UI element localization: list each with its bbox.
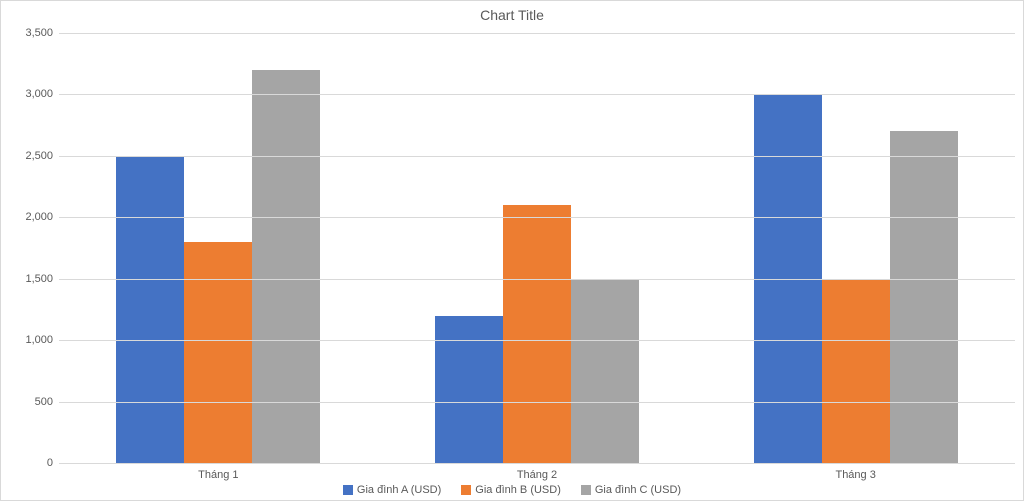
grid-line bbox=[59, 279, 1015, 280]
chart-title: Chart Title bbox=[1, 7, 1023, 23]
legend-label: Gia đình A (USD) bbox=[357, 484, 441, 496]
bar bbox=[116, 156, 184, 463]
bar bbox=[890, 131, 958, 463]
x-tick-label: Tháng 1 bbox=[198, 469, 238, 481]
bar bbox=[571, 279, 639, 463]
bar bbox=[252, 70, 320, 463]
grid-line bbox=[59, 402, 1015, 403]
bar bbox=[435, 316, 503, 463]
bars-layer bbox=[59, 33, 1015, 463]
legend: Gia đình A (USD) Gia đình B (USD) Gia đình… bbox=[1, 484, 1023, 496]
grid-line bbox=[59, 340, 1015, 341]
y-tick-label: 1,000 bbox=[13, 334, 53, 346]
y-tick-label: 2,500 bbox=[13, 150, 53, 162]
legend-item: Gia đình C (USD) bbox=[581, 484, 681, 496]
legend-label: Gia đình C (USD) bbox=[595, 484, 681, 496]
bar bbox=[184, 242, 252, 463]
y-tick-label: 1,500 bbox=[13, 273, 53, 285]
grid-line bbox=[59, 94, 1015, 95]
y-tick-label: 500 bbox=[13, 396, 53, 408]
x-tick-label: Tháng 3 bbox=[835, 469, 875, 481]
y-tick-label: 3,000 bbox=[13, 88, 53, 100]
y-tick-label: 0 bbox=[13, 457, 53, 469]
legend-swatch bbox=[461, 485, 471, 495]
bar bbox=[822, 279, 890, 463]
chart-container: Chart Title 05001,0001,5002,0002,5003,00… bbox=[0, 0, 1024, 501]
grid-line bbox=[59, 156, 1015, 157]
legend-label: Gia đình B (USD) bbox=[475, 484, 561, 496]
legend-item: Gia đình B (USD) bbox=[461, 484, 561, 496]
grid-line bbox=[59, 463, 1015, 464]
legend-swatch bbox=[581, 485, 591, 495]
legend-item: Gia đình A (USD) bbox=[343, 484, 441, 496]
plot-area: 05001,0001,5002,0002,5003,0003,500Tháng … bbox=[59, 33, 1015, 463]
grid-line bbox=[59, 33, 1015, 34]
grid-line bbox=[59, 217, 1015, 218]
y-tick-label: 2,000 bbox=[13, 211, 53, 223]
x-tick-label: Tháng 2 bbox=[517, 469, 557, 481]
legend-swatch bbox=[343, 485, 353, 495]
y-tick-label: 3,500 bbox=[13, 27, 53, 39]
bar bbox=[503, 205, 571, 463]
